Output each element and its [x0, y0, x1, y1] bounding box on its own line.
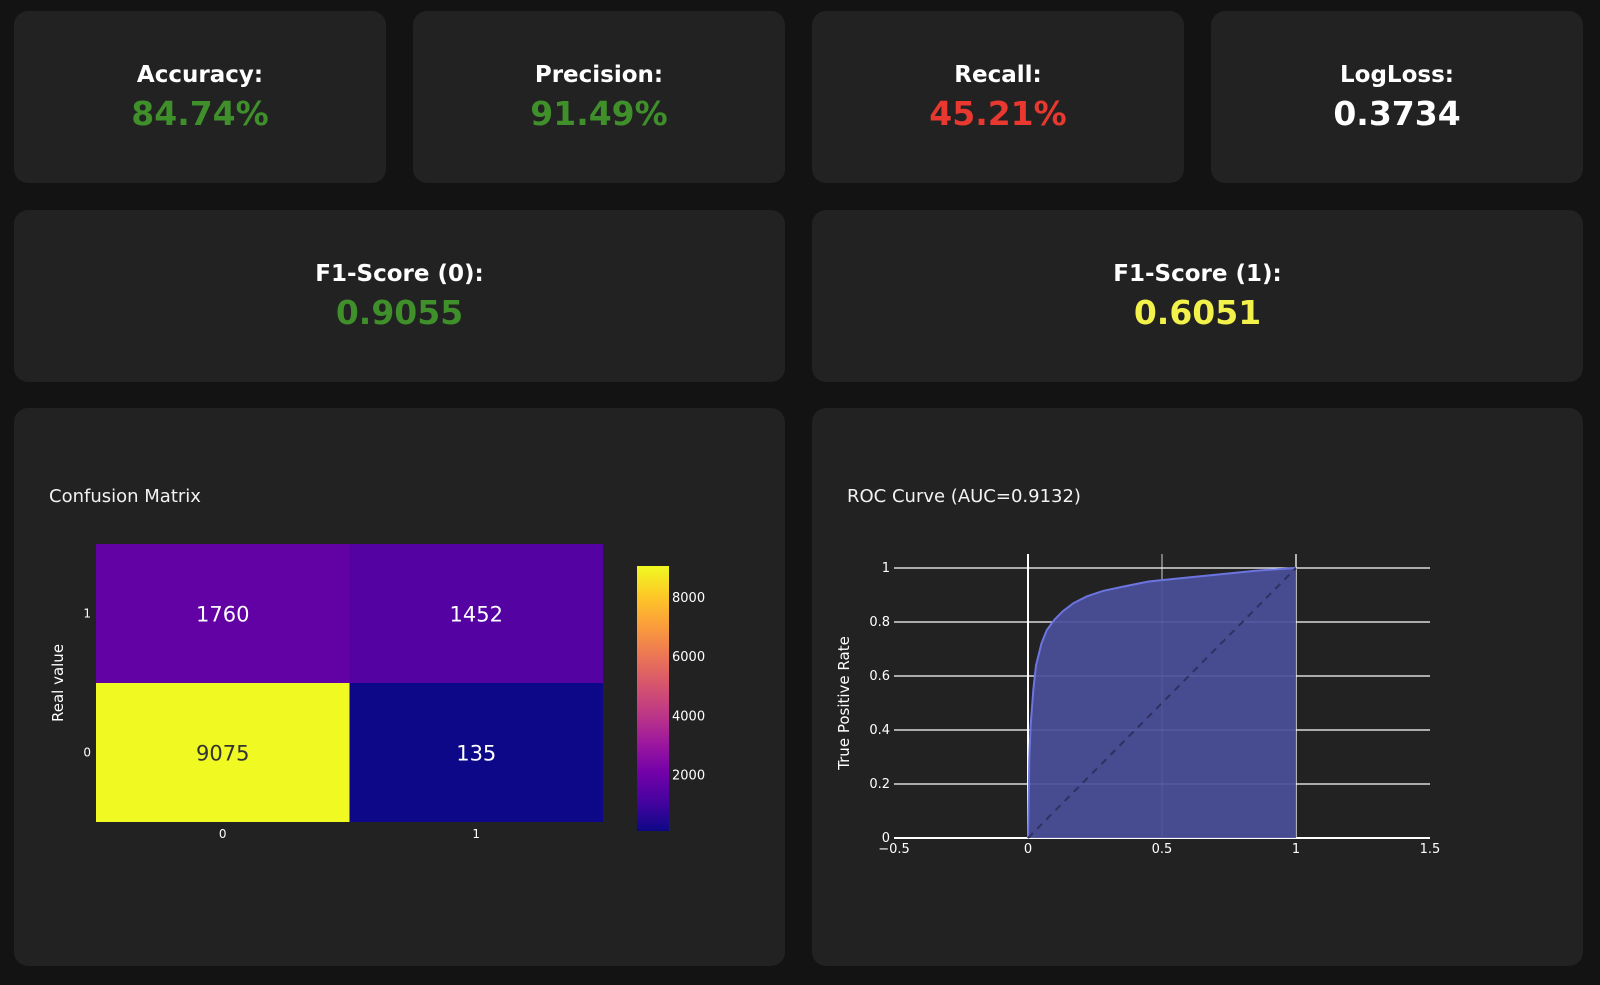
x-tick-label: 0.5 — [1152, 842, 1173, 857]
heatmap-cell — [96, 544, 350, 683]
roc-curve-line — [1027, 567, 1297, 839]
heatmap-cell-label: 9075 — [196, 742, 249, 766]
colorbar-tick-label: 6000 — [672, 650, 705, 665]
logloss-card: LogLoss: 0.3734 — [1211, 11, 1583, 183]
diagonal-reference-line — [1027, 567, 1297, 839]
roc-curve-title: ROC Curve (AUC=0.9132) — [847, 486, 1081, 507]
y-tick-label: 0.2 — [869, 777, 890, 792]
heatmap-cell — [349, 544, 603, 683]
logloss-label: LogLoss: — [1340, 61, 1454, 88]
x-tick-label: 1 — [1292, 842, 1300, 857]
f1-score-1-card: F1-Score (1): 0.6051 — [812, 210, 1583, 382]
y-tick-label: 0 — [882, 831, 890, 846]
y-axis-label: True Positive Rate — [835, 636, 853, 771]
recall-card: Recall: 45.21% — [812, 11, 1184, 183]
x-tick-label: −0.5 — [878, 842, 910, 857]
x-tick-label: 1.5 — [1420, 842, 1441, 857]
f1-score-0-card: F1-Score (0): 0.9055 — [14, 210, 785, 382]
heatmap-cell-label: 1452 — [450, 603, 503, 627]
accuracy-value: 84.74% — [131, 93, 269, 133]
colorbar-tick-label: 8000 — [672, 591, 705, 606]
heatmap-cell-label: 1760 — [196, 603, 249, 627]
recall-label: Recall: — [954, 61, 1042, 88]
y-axis-label: Real value — [49, 644, 67, 722]
f1-score-1-value: 0.6051 — [1133, 292, 1262, 332]
precision-label: Precision: — [534, 61, 664, 88]
f1-score-0-label: F1-Score (0): — [315, 260, 484, 287]
colorbar-tick-label: 2000 — [672, 769, 705, 784]
heatmap-cell — [349, 683, 603, 822]
y-tick-label: 0 — [83, 746, 91, 760]
x-tick-label: 1 — [472, 827, 480, 841]
accuracy-label: Accuracy: — [136, 61, 264, 88]
heatmap-cell — [96, 683, 350, 822]
heatmap-cell-label: 135 — [456, 742, 496, 766]
f1-score-1-label: F1-Score (1): — [1113, 260, 1282, 287]
f1-score-0-value: 0.9055 — [335, 292, 464, 332]
confusion-matrix-card: Confusion Matrix 9075 135 1760 1452 2000 400… — [14, 408, 785, 966]
colorbar — [637, 566, 669, 831]
accuracy-card: Accuracy: 84.74% — [14, 11, 386, 183]
y-tick-label: 1 — [83, 607, 91, 621]
confusion-matrix-chart: 9075 135 1760 1452 2000 4000 6000 8000 0 1 0 1 Rea… — [49, 544, 705, 841]
x-tick-label: 0 — [219, 827, 227, 841]
roc-curve-card: ROC Curve (AUC=0.9132) 0 0.2 0.4 0.6 0.8 1 −0.… — [812, 408, 1583, 966]
colorbar-tick-label: 4000 — [672, 709, 705, 724]
x-tick-label: 0 — [1024, 842, 1032, 857]
y-tick-label: 0.4 — [869, 723, 890, 738]
y-tick-label: 1 — [882, 561, 890, 576]
y-tick-label: 0.6 — [869, 669, 890, 684]
confusion-matrix-title: Confusion Matrix — [49, 486, 201, 507]
precision-value: 91.49% — [530, 93, 668, 133]
y-tick-label: 0.8 — [869, 615, 890, 630]
logloss-value: 0.3734 — [1333, 93, 1461, 133]
precision-card: Precision: 91.49% — [413, 11, 785, 183]
recall-value: 45.21% — [929, 93, 1067, 133]
